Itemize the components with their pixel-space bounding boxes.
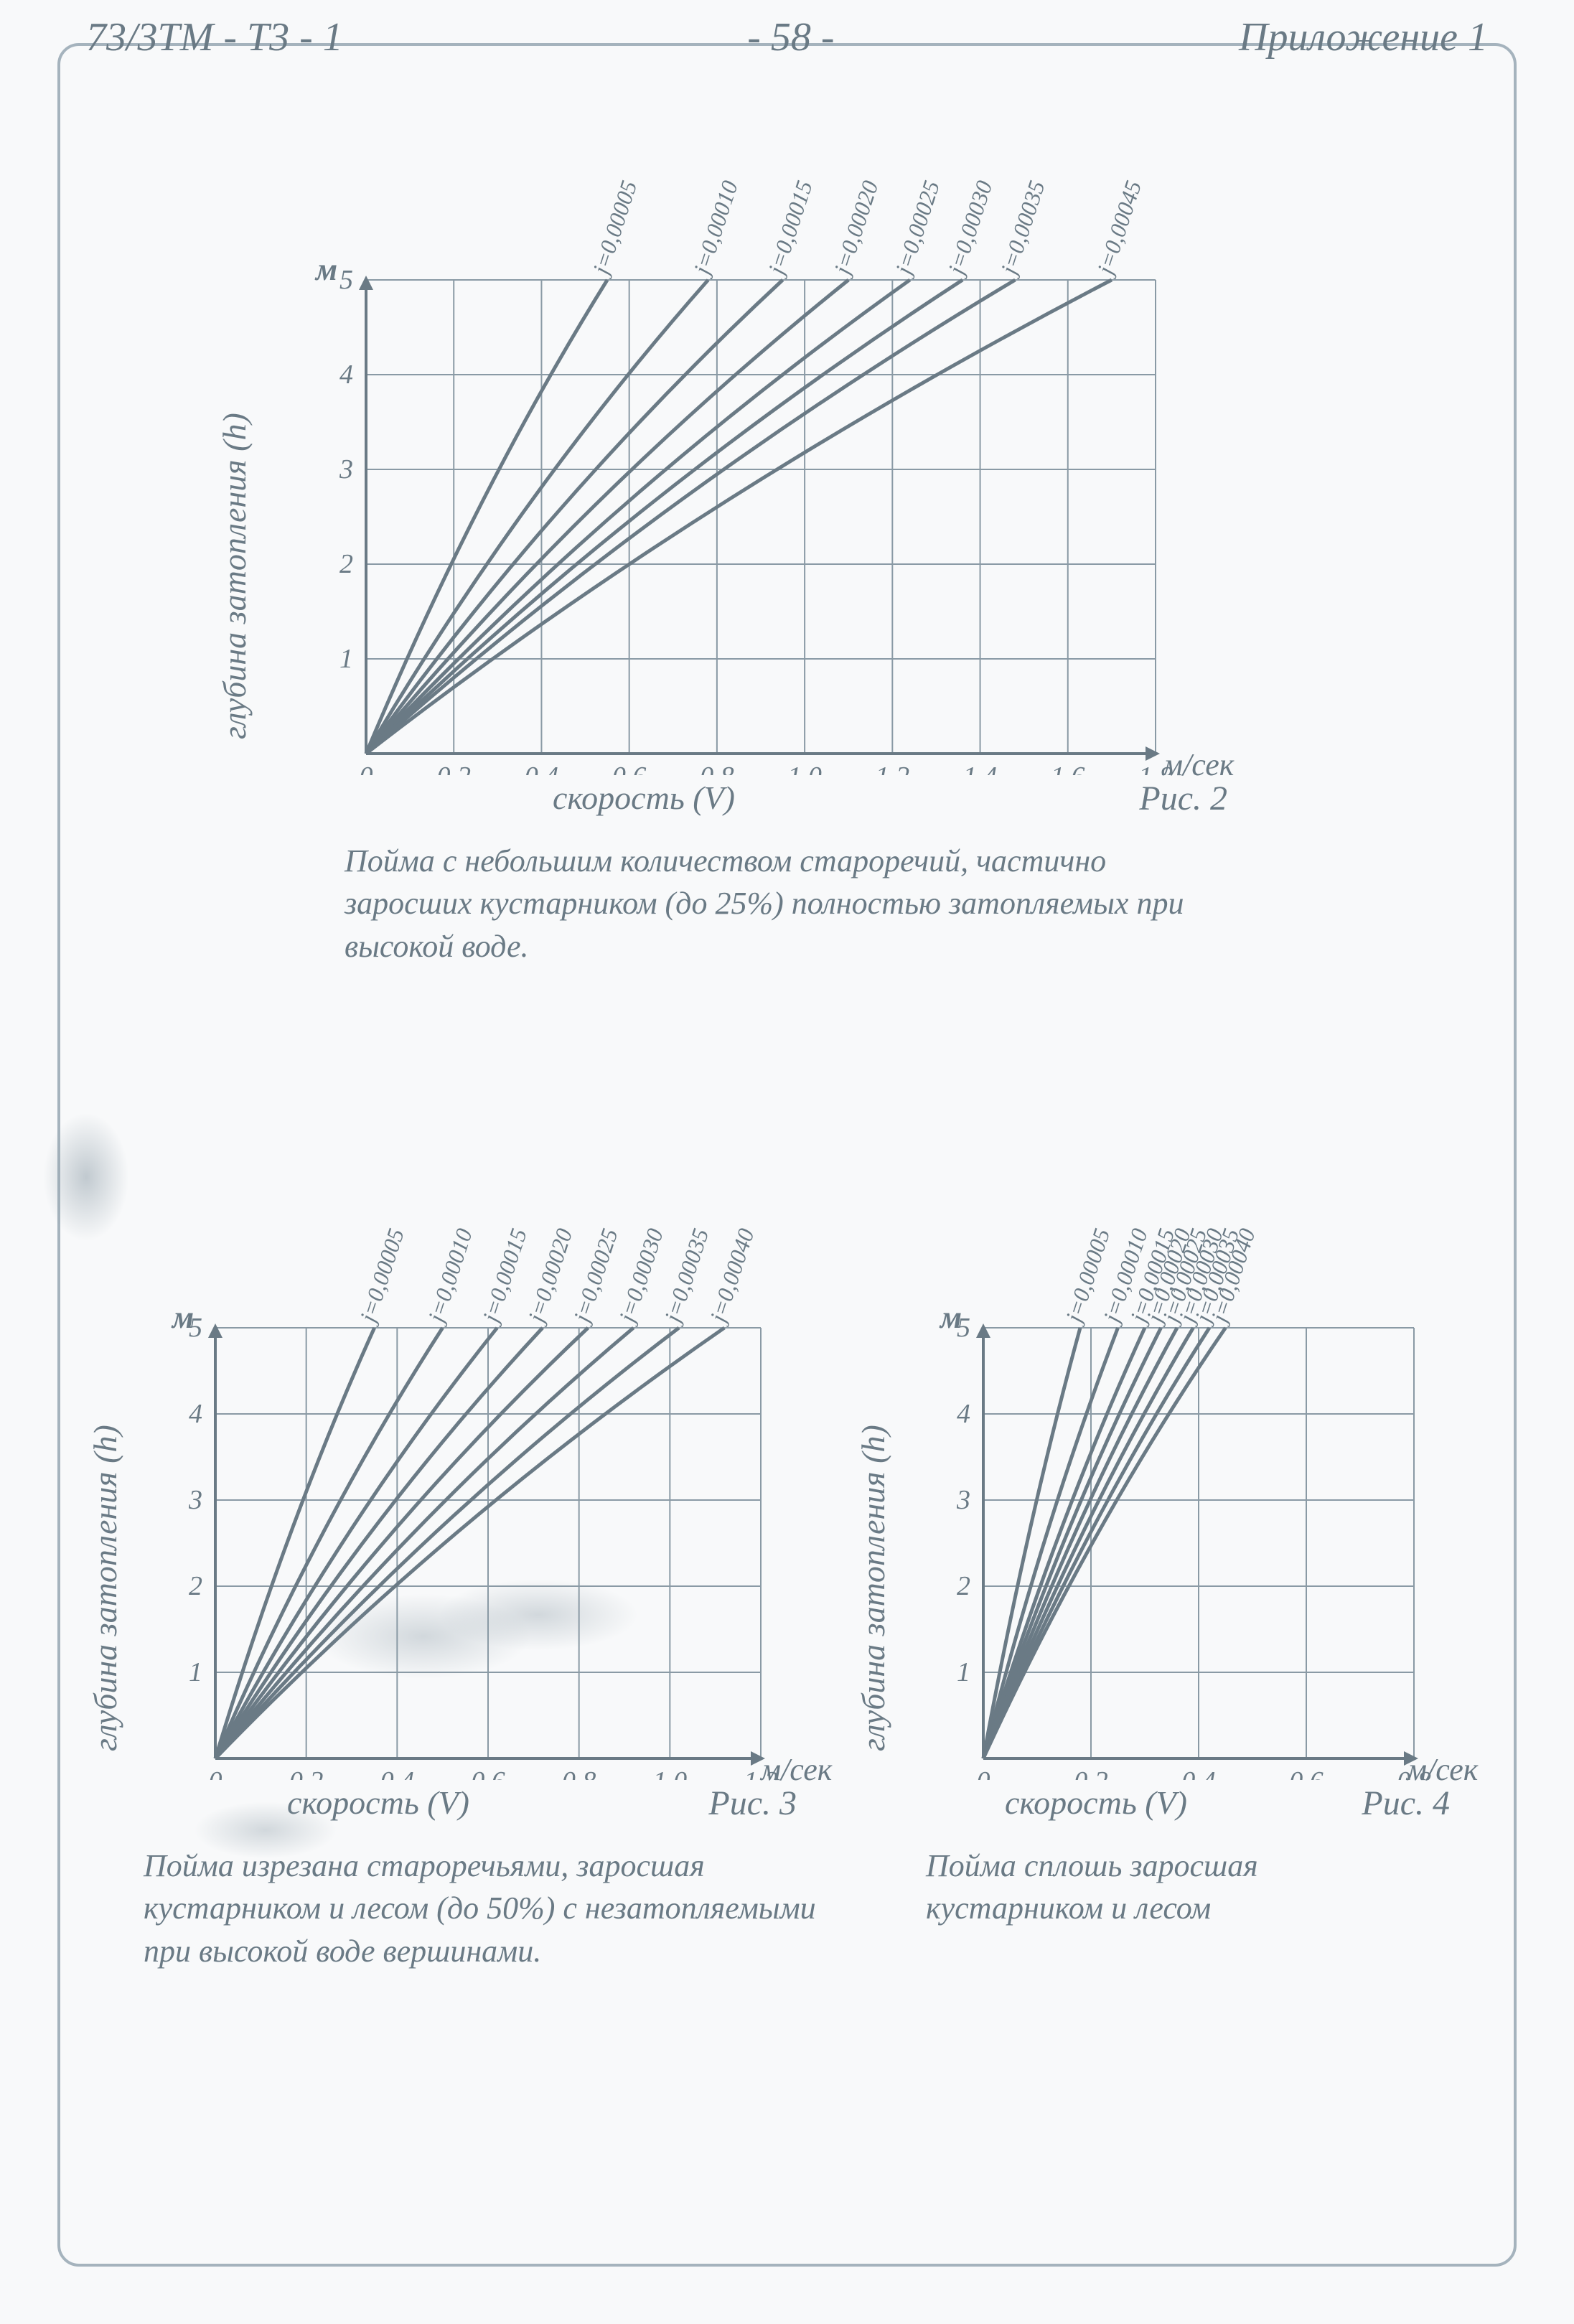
svg-text:1,2: 1,2 [876, 762, 910, 775]
figure-label-4: Рис. 4 [1362, 1784, 1450, 1823]
x-unit: м/сек [761, 1751, 832, 1788]
svg-text:j=0,00015: j=0,00015 [762, 179, 818, 280]
svg-text:3: 3 [956, 1485, 970, 1515]
svg-text:3: 3 [188, 1485, 202, 1515]
svg-text:4: 4 [339, 360, 353, 390]
svg-text:1,4: 1,4 [963, 762, 998, 775]
svg-text:4: 4 [189, 1399, 202, 1429]
svg-text:0,6: 0,6 [471, 1766, 505, 1780]
svg-text:0: 0 [977, 1766, 990, 1780]
chart-2: глубина затопления (h) м 00,20,40,60,81,… [273, 179, 1385, 967]
svg-text:2: 2 [957, 1571, 970, 1601]
svg-text:1,6: 1,6 [1051, 762, 1085, 775]
svg-text:0,8: 0,8 [700, 762, 734, 775]
figure-label-3: Рис. 3 [708, 1784, 797, 1823]
svg-text:0,2: 0,2 [1074, 1766, 1108, 1780]
doc-id: 73/3ТМ - Т3 - 1 [86, 14, 343, 60]
svg-text:j=0,00035: j=0,00035 [995, 179, 1050, 280]
svg-text:0: 0 [209, 1766, 222, 1780]
chart-2-svg: 00,20,40,60,81,01,21,41,61,812345j=0,000… [323, 179, 1227, 775]
y-unit: м [316, 251, 337, 288]
chart-3-svg: 00,20,40,60,81,01,212345j=0,00005j=0,000… [172, 1220, 818, 1780]
svg-text:0,4: 0,4 [525, 762, 559, 775]
svg-text:0,4: 0,4 [1181, 1766, 1216, 1780]
svg-text:3: 3 [339, 454, 353, 484]
svg-text:4: 4 [957, 1399, 970, 1429]
svg-text:1: 1 [957, 1657, 970, 1687]
x-axis-label: скорость (V) [1005, 1784, 1187, 1823]
svg-text:5: 5 [339, 265, 353, 295]
svg-text:j=0,00005: j=0,00005 [586, 179, 642, 280]
svg-text:j=0,00030: j=0,00030 [942, 179, 997, 280]
y-unit: м [172, 1299, 194, 1336]
appendix-label: Приложение 1 [1239, 14, 1488, 60]
svg-text:0,2: 0,2 [289, 1766, 324, 1780]
svg-text:j=0,00035: j=0,00035 [658, 1225, 713, 1328]
svg-text:1: 1 [189, 1657, 202, 1687]
svg-text:0,8: 0,8 [562, 1766, 596, 1780]
page-header: 73/3ТМ - Т3 - 1 - 58 - Приложение 1 [86, 14, 1488, 60]
svg-text:j=0,00030: j=0,00030 [613, 1225, 668, 1328]
page-number: - 58 - [747, 14, 834, 60]
svg-text:2: 2 [189, 1571, 202, 1601]
y-axis-label: глубина затопления (h) [86, 1335, 124, 1751]
svg-text:0,4: 0,4 [380, 1766, 415, 1780]
svg-text:1,0: 1,0 [653, 1766, 688, 1780]
svg-text:j=0,00010: j=0,00010 [688, 179, 743, 280]
x-unit: м/сек [1163, 746, 1234, 783]
svg-text:1: 1 [339, 644, 353, 674]
x-unit: м/сек [1407, 1751, 1478, 1788]
chart-2-caption: Пойма с небольшим количеством староречий… [345, 840, 1206, 967]
y-axis-label: глубина затопления (h) [854, 1335, 892, 1751]
svg-text:j=0,00010: j=0,00010 [422, 1225, 477, 1328]
svg-text:j=0,00045: j=0,00045 [1091, 179, 1146, 280]
svg-text:j=0,00015: j=0,00015 [477, 1225, 532, 1328]
x-axis-label: скорость (V) [553, 779, 735, 818]
chart-3: глубина затопления (h) м 00,20,40,60,81,… [129, 1220, 847, 1972]
y-axis-label: глубина затопления (h) [215, 294, 253, 739]
svg-text:j=0,00025: j=0,00025 [889, 179, 945, 280]
svg-text:j=0,00040: j=0,00040 [704, 1225, 759, 1328]
svg-text:j=0,00005: j=0,00005 [354, 1225, 409, 1328]
svg-text:j=0,00020: j=0,00020 [522, 1225, 577, 1328]
chart-4-caption: Пойма сплошь заросшая кустарником и лесо… [926, 1845, 1428, 1930]
svg-text:0,6: 0,6 [1289, 1766, 1324, 1780]
y-unit: м [940, 1299, 962, 1336]
figure-label-2: Рис. 2 [1139, 779, 1227, 818]
svg-text:0,2: 0,2 [436, 762, 471, 775]
chart-3-caption: Пойма изрезана староречьями, заросшая ку… [144, 1845, 825, 1972]
svg-text:0,6: 0,6 [612, 762, 647, 775]
chart-4-svg: 00,20,40,60,812345j=0,00005j=0,00010j=0,… [940, 1220, 1471, 1780]
svg-text:j=0,00025: j=0,00025 [568, 1225, 623, 1328]
svg-text:j=0,00020: j=0,00020 [828, 179, 883, 280]
chart-4: глубина затопления (h) м 00,20,40,60,812… [897, 1220, 1486, 1930]
svg-text:2: 2 [339, 549, 353, 579]
svg-text:0: 0 [360, 762, 373, 775]
svg-text:1,0: 1,0 [787, 762, 822, 775]
